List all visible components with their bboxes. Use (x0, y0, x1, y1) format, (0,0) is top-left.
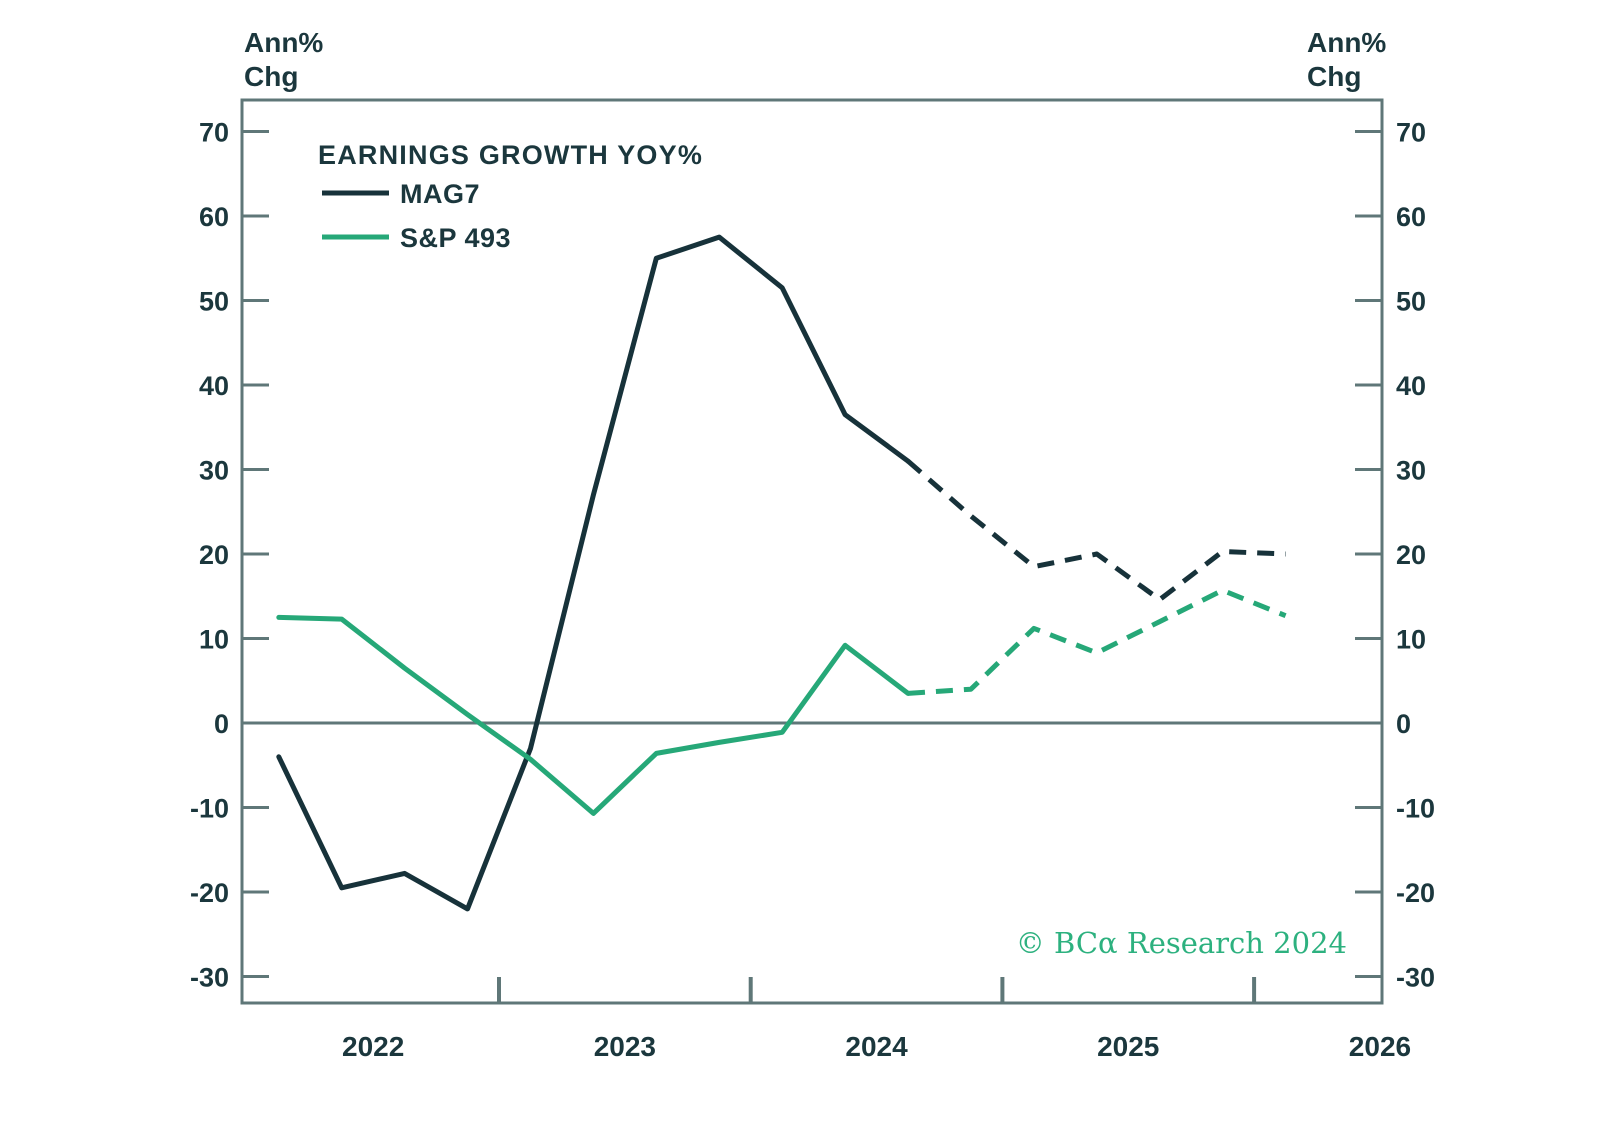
legend-title: EARNINGS GROWTH YOY% (318, 140, 703, 170)
plot-layer: 70 70 60 60 50 50 40 40 30 30 20 20 10 10 0 0 -10 -10 -20 -… (190, 98, 1435, 1062)
y-tick-label-right: 30 (1396, 456, 1426, 486)
legend: EARNINGS GROWTH YOY% MAG7 S&P 493 (318, 140, 703, 253)
plot-border (240, 98, 1384, 1005)
y-tick-label-left: 10 (199, 625, 229, 655)
legend-label-sp493: S&P 493 (400, 223, 511, 253)
series-line-sp493-forecast-dashed (907, 587, 1287, 696)
y-tick-label-left: -30 (190, 963, 229, 993)
y-tick-label-left: 50 (199, 287, 229, 317)
y-tick-label-left: -20 (190, 878, 229, 908)
y-tick-label-left: 0 (214, 709, 229, 739)
y-tick-label-left: 20 (199, 540, 229, 570)
y-tick-label-right: -10 (1396, 794, 1435, 824)
x-year-label: 2024 (845, 1031, 908, 1062)
x-year-label: 2025 (1097, 1031, 1159, 1062)
x-year-label: 2023 (594, 1031, 656, 1062)
right-axis-unit-line1: Ann% (1307, 27, 1386, 58)
y-tick-label-right: 40 (1396, 371, 1426, 401)
y-tick-label-left: 40 (199, 371, 229, 401)
y-tick-label-right: -30 (1396, 963, 1435, 993)
y-tick-label-left: 60 (199, 202, 229, 232)
y-tick-label-right: -20 (1396, 878, 1435, 908)
series-line-mag7-forecast-dashed (906, 459, 1286, 603)
x-year-label: 2022 (342, 1031, 404, 1062)
bca-research-watermark: © BCα Research 2024 (1016, 926, 1347, 960)
series-line-mag7-solid (276, 234, 911, 912)
y-tick-label-right: 70 (1396, 118, 1426, 148)
y-tick-label-right: 50 (1396, 287, 1426, 317)
y-tick-label-right: 60 (1396, 202, 1426, 232)
y-tick-label-right: 0 (1396, 709, 1411, 739)
y-tick-label-left: 30 (199, 456, 229, 486)
left-axis-unit-line2: Chg (244, 61, 298, 92)
x-year-label: 2026 (1349, 1031, 1411, 1062)
left-axis-unit-line1: Ann% (244, 27, 323, 58)
y-tick-label-left: -10 (190, 794, 229, 824)
y-tick-label-right: 10 (1396, 625, 1426, 655)
y-tick-label-right: 20 (1396, 540, 1426, 570)
y-tick-label-left: 70 (199, 118, 229, 148)
right-axis-unit-line2: Chg (1307, 61, 1361, 92)
series-line-sp493-solid (276, 614, 911, 816)
legend-label-mag7: MAG7 (400, 179, 480, 209)
